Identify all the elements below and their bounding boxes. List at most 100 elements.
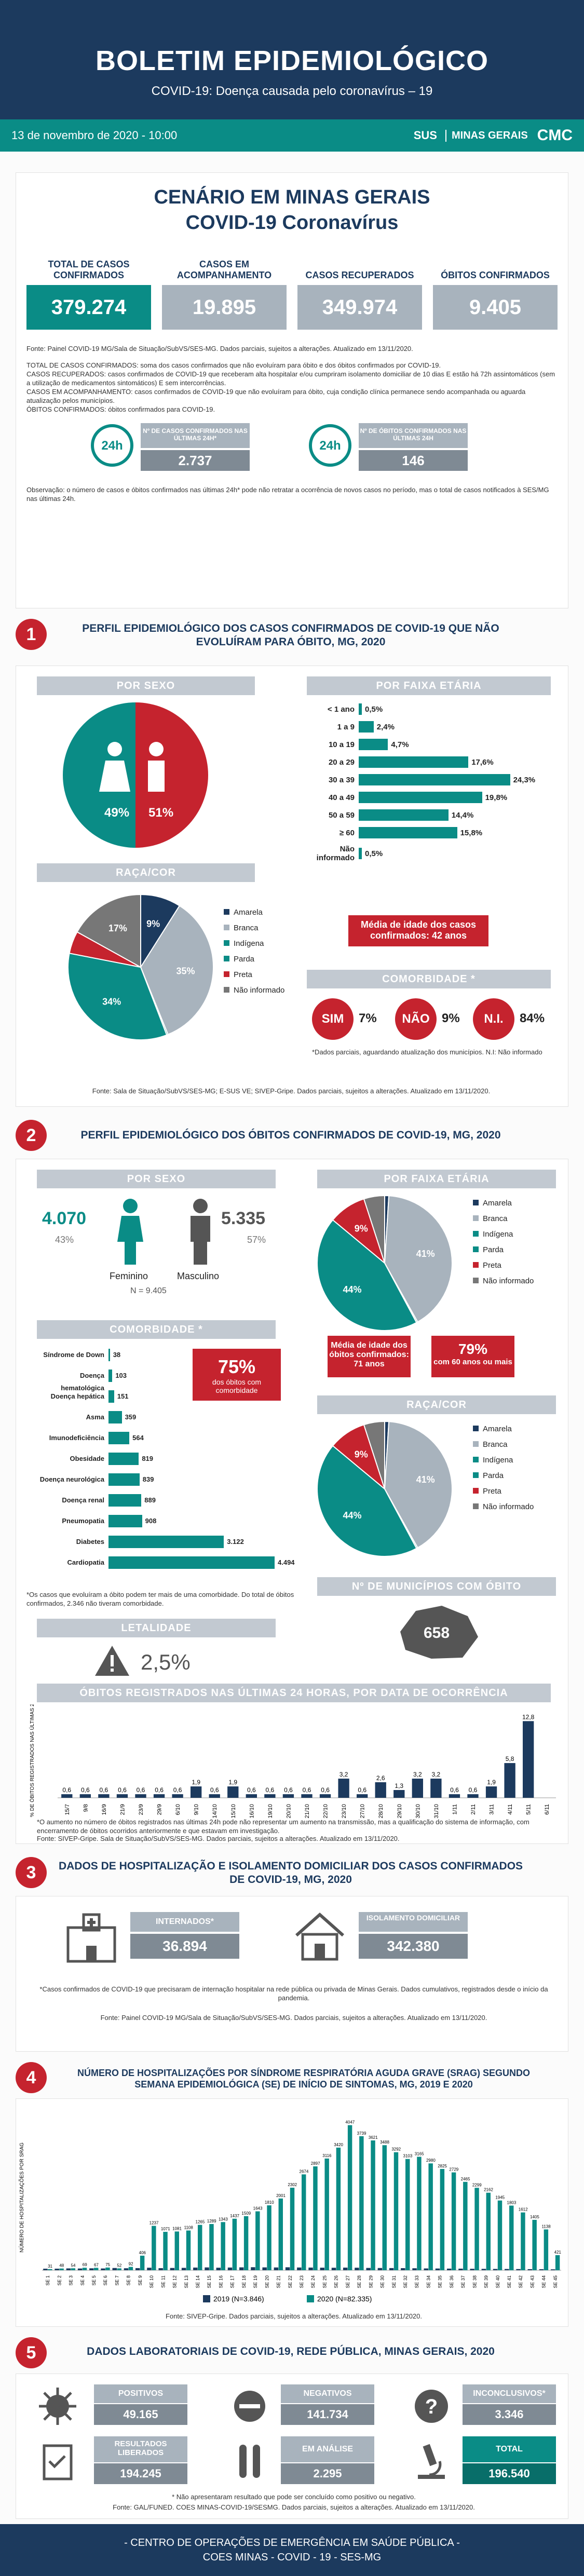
srag-bar-2020 <box>509 2205 514 2270</box>
s5-note: * Não apresentaram resultado que pode se… <box>172 2493 416 2501</box>
death-bar-label: 1,9 <box>228 1779 237 1786</box>
srag-tick-label: SE 40 <box>495 2275 500 2288</box>
microscope-icon <box>411 2441 452 2485</box>
death-bar-label: 0,6 <box>155 1786 164 1794</box>
comorb-label: Obesidade <box>70 1455 104 1462</box>
s2-24h-band: ÓBITOS REGISTRADOS NAS ÚLTIMAS 24 HORAS,… <box>37 1684 551 1702</box>
death-tick-label: 3/11 <box>489 1804 495 1815</box>
death-bar <box>116 1794 128 1798</box>
death-bar <box>357 1794 368 1798</box>
death-bar-label: 0,6 <box>303 1786 311 1794</box>
age-bar-row: 1 a 9 2,4% <box>307 721 395 733</box>
srag-bar-label: 1237 <box>150 2221 159 2226</box>
srag-bar-2019 <box>308 2267 313 2270</box>
legend-item: Indígena <box>473 1453 534 1468</box>
death-tick-label: 9/8 <box>83 1804 89 1812</box>
srag-bar-label: 1071 <box>161 2227 170 2231</box>
death-tick-label: 21/9 <box>119 1804 126 1815</box>
pie-label: 44% <box>343 1510 362 1521</box>
pie-label: 9% <box>355 1449 368 1459</box>
comorb-value: 4.494 <box>278 1558 295 1566</box>
srag-bar-2020 <box>140 2255 145 2270</box>
srag-bar-2019 <box>101 2268 105 2270</box>
death-bar <box>153 1794 165 1798</box>
legend-label: Parda <box>234 955 255 964</box>
death-bar-label: 1,3 <box>395 1782 403 1789</box>
legend-swatch <box>224 909 229 915</box>
pie-slice <box>384 1421 453 1549</box>
srag-bar-2020 <box>82 2268 87 2270</box>
death-bar-label: 0,6 <box>173 1786 182 1794</box>
death-tick-label: 15/10 <box>230 1804 237 1819</box>
s2-age-band: POR FAIXA ETÁRIA <box>317 1170 556 1188</box>
s2-mun-value: 658 <box>424 1624 450 1642</box>
s2-masc-count: 5.335 <box>221 1209 266 1228</box>
srag-tick-label: SE 29 <box>368 2275 373 2288</box>
s5-pos-label: POSITIVOS <box>94 2384 187 2403</box>
srag-bar-2019 <box>447 2268 452 2270</box>
section-3-card: INTERNADOS* 36.894 ISOLAMENTO DOMICILIAR… <box>16 1896 568 2052</box>
srag-bar-label: 421 <box>554 2250 562 2255</box>
legend-item: Não informado <box>224 983 284 998</box>
sus-logo: SUS <box>413 129 437 142</box>
srag-bar-2020 <box>497 2200 502 2270</box>
age-bar-value: 19,8% <box>485 793 508 802</box>
srag-tick-label: SE 44 <box>541 2275 547 2288</box>
pie-label: 9% <box>355 1223 368 1233</box>
death-bar <box>430 1779 442 1798</box>
death-bar-label: 0,6 <box>81 1786 90 1794</box>
srag-bar-2020 <box>451 2172 456 2270</box>
srag-bar-2020 <box>521 2212 525 2270</box>
srag-bar-2019 <box>320 2268 324 2270</box>
legend-swatch <box>473 1215 479 1221</box>
legend-label: Amarela <box>483 1199 512 1208</box>
srag-bar-2019 <box>227 2267 233 2270</box>
age-bar-label: 50 a 59 <box>328 810 355 820</box>
kpi-card: CASOS RECUPERADOS 349.974 <box>297 251 422 334</box>
srag-bar-2019 <box>216 2268 221 2270</box>
age-bar <box>359 756 469 768</box>
death-bar-label: 3,2 <box>339 1771 348 1778</box>
death-bar-label: 0,6 <box>118 1786 127 1794</box>
srag-bar-2020 <box>474 2188 479 2270</box>
definition-line: CASOS EM ACOMPANHAMENTO: casos confirmad… <box>26 388 526 404</box>
srag-bar-label: 1803 <box>507 2201 517 2205</box>
srag-bar-2019 <box>539 2269 544 2270</box>
kpi-label: CASOS EM ACOMPANHAMENTO <box>176 259 272 280</box>
s5-lib-value: 194.245 <box>94 2463 187 2484</box>
comorb-label: Doença renal <box>62 1496 104 1504</box>
srag-bar-label: 1108 <box>184 2225 194 2230</box>
srag-bar-2020 <box>417 2157 422 2270</box>
srag-bar-label: 1643 <box>253 2206 263 2211</box>
death-tick-label: 6/11 <box>544 1804 550 1815</box>
srag-tick-label: SE 20 <box>264 2275 269 2288</box>
s5-lib-label: RESULTADOS LIBERADOS <box>94 2436 187 2462</box>
srag-bar-label: 2825 <box>438 2164 447 2168</box>
srag-bar-label: 406 <box>139 2250 146 2255</box>
death-bar <box>79 1794 91 1798</box>
top-bar: 13 de novembro de 2020 - 10:00 SUS MINAS… <box>0 119 584 152</box>
comorb-bar <box>108 1349 110 1361</box>
srag-bar-2020 <box>255 2211 260 2270</box>
s2-race-band: RAÇA/COR <box>317 1395 556 1414</box>
section-2-title: PERFIL EPIDEMIOLÓGICO DOS ÓBITOS CONFIRM… <box>80 1129 501 1141</box>
s2-24h-note: *O aumento no número de óbitos registrad… <box>37 1818 529 1835</box>
s2-comorb-note: *Os casos que evoluíram a óbito podem te… <box>26 1591 294 1607</box>
srag-bar-2020 <box>59 2268 64 2270</box>
s1-comorb-band: COMORBIDADE * <box>307 970 551 988</box>
srag-tick-label: SE 32 <box>403 2275 408 2288</box>
srag-tick-label: SE 37 <box>460 2275 466 2288</box>
comorb-label: Asma <box>86 1413 104 1421</box>
section-5-title: DADOS LABORATORIAIS DE COVID-19, REDE PÚ… <box>87 2345 495 2357</box>
srag-bar-2020 <box>94 2268 99 2270</box>
section-4-number: 4 <box>16 2062 47 2093</box>
kpi-value: 9.405 <box>433 285 558 330</box>
srag-bar-2020 <box>313 2166 318 2270</box>
legend-item: Branca <box>224 920 284 936</box>
death-tick-label: 22/10 <box>323 1804 329 1819</box>
legend-swatch <box>203 2295 210 2302</box>
death-tick-label: 19/10 <box>267 1804 274 1819</box>
death-tick-label: 16/9 <box>101 1804 107 1815</box>
death-bar <box>523 1721 534 1798</box>
srag-tick-label: SE 39 <box>484 2275 489 2288</box>
